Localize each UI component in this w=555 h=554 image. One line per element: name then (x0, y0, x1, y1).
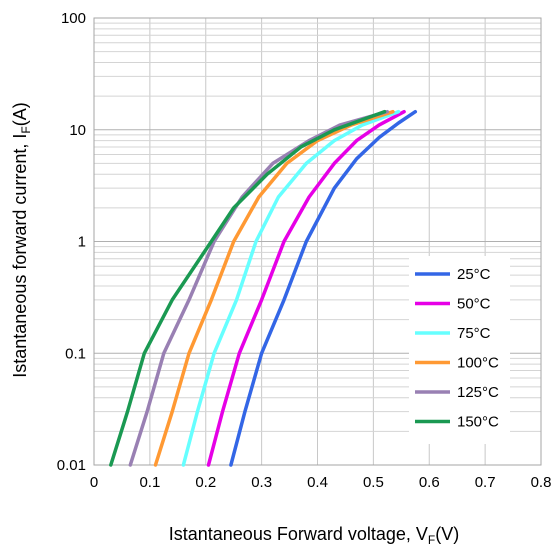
y-tick-labels: 0.01 0.1 1 10 100 (57, 10, 86, 474)
legend-label: 75°C (457, 325, 491, 342)
x-tick-label: 0.3 (251, 474, 272, 491)
y-tick-label: 1 (78, 234, 86, 251)
series-lines (109, 109, 418, 467)
y-tick-label: 0.1 (65, 345, 86, 362)
legend-label: 100°C (457, 355, 499, 372)
x-tick-labels: 0 0.1 0.2 0.3 0.4 0.5 0.6 0.7 0.8 (90, 474, 552, 491)
x-tick-label: 0.8 (531, 474, 552, 491)
x-tick-label: 0.6 (419, 474, 440, 491)
series-line-0 (229, 109, 418, 467)
legend-label: 125°C (457, 384, 499, 401)
y-axis-subscript: F (19, 126, 33, 133)
x-tick-label: 0.7 (475, 474, 496, 491)
legend-box (409, 256, 510, 444)
x-axis-unit: (V) (435, 524, 459, 544)
x-tick-label: 0.4 (307, 474, 328, 491)
plot-frame (93, 17, 542, 466)
legend-label: 25°C (457, 266, 491, 283)
y-axis-title: Istantaneous forward current, IF(A) (10, 102, 33, 377)
x-tick-label: 0.1 (139, 474, 160, 491)
x-axis-title: Istantaneous Forward voltage, VF(V) (169, 524, 460, 547)
series-line-2 (181, 109, 401, 467)
x-axis-subscript: F (428, 533, 435, 547)
y-axis-unit: (A) (10, 102, 30, 126)
y-tick-label: 0.01 (57, 457, 86, 474)
series-line-3 (153, 109, 395, 467)
x-tick-label: 0.2 (195, 474, 216, 491)
x-tick-label: 0 (90, 474, 98, 491)
x-tick-label: 0.5 (363, 474, 384, 491)
legend: 25°C 50°C 75°C 100°C 125°C 150°C (409, 256, 510, 444)
legend-label: 150°C (457, 414, 499, 431)
legend-label: 50°C (457, 296, 491, 313)
series-line-1 (206, 109, 406, 467)
series-line-5 (109, 109, 387, 467)
y-tick-label: 10 (69, 122, 86, 139)
y-tick-label: 100 (61, 10, 86, 27)
